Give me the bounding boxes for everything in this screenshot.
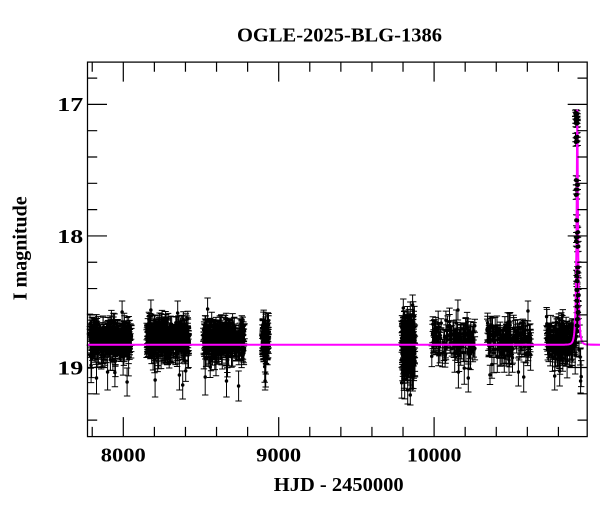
svg-text:19: 19 <box>57 357 83 379</box>
svg-text:HJD - 2450000: HJD - 2450000 <box>274 474 404 496</box>
svg-text:OGLE-2025-BLG-1386: OGLE-2025-BLG-1386 <box>237 25 442 47</box>
svg-text:9000: 9000 <box>256 444 301 466</box>
svg-text:10000: 10000 <box>407 444 462 466</box>
svg-text:18: 18 <box>57 226 83 248</box>
svg-text:I magnitude: I magnitude <box>9 196 31 300</box>
svg-text:17: 17 <box>57 94 83 116</box>
svg-text:8000: 8000 <box>101 444 146 466</box>
